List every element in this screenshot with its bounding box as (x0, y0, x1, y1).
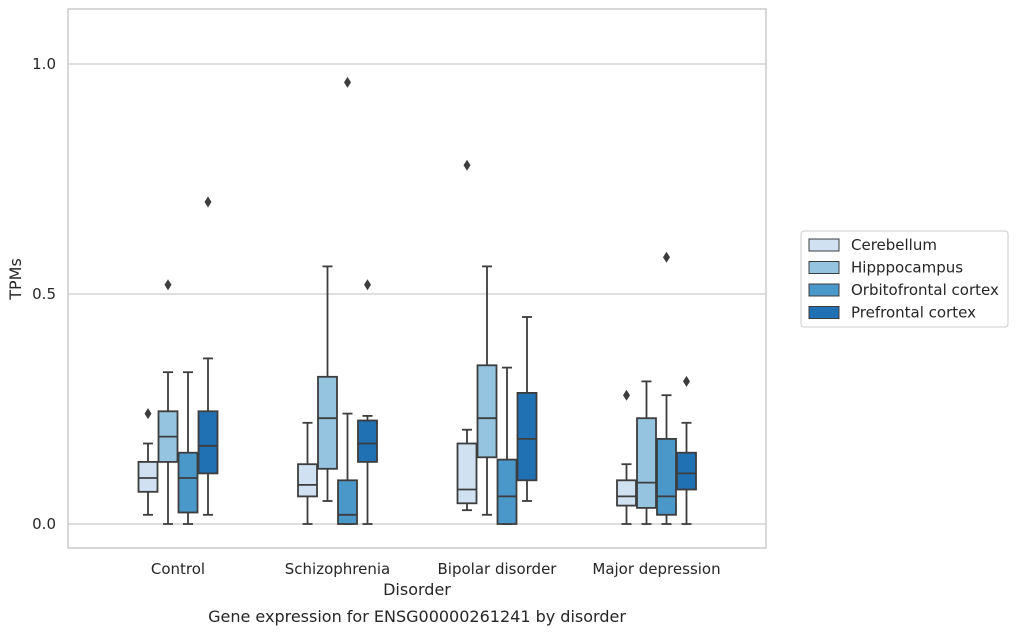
plot-area (137, 76, 697, 525)
outlier-point (344, 76, 351, 88)
box-hipppocampus (317, 265, 338, 502)
x-tick-label: Major depression (592, 560, 720, 578)
legend-item: Prefrontal cortex (808, 304, 976, 322)
box-cerebellum (137, 408, 159, 516)
box-cerebellum (297, 421, 318, 525)
box (317, 375, 338, 470)
legend-item: Orbitofrontal cortex (808, 281, 999, 299)
x-axis-ticks: Control Schizophrenia Bipolar disorder Majo… (151, 560, 721, 578)
outlier-point (164, 279, 172, 291)
x-tick-label: Schizophrenia (285, 560, 390, 578)
box (337, 479, 358, 525)
box-prefrontal-cortex (516, 316, 538, 502)
legend-swatch (808, 238, 840, 252)
box-prefrontal-cortex (676, 375, 697, 525)
legend-item: Cerebellum (808, 236, 937, 254)
outlier-point (663, 251, 670, 263)
legend-label: Cerebellum (851, 236, 937, 254)
box (297, 463, 318, 498)
box-orbitofrontal-cortex (337, 76, 358, 525)
plot-frame (67, 8, 767, 549)
box-orbitofrontal-cortex (496, 366, 518, 525)
box (636, 417, 657, 509)
y-tick-label: 0.5 (32, 285, 56, 303)
box-orbitofrontal-cortex (177, 371, 199, 525)
box (137, 460, 159, 493)
outlier-point (204, 196, 212, 208)
x-axis-label: Disorder (383, 580, 451, 599)
outlier-point (623, 389, 630, 401)
legend: Cerebellum Hipppocampus Orbitofrontal cort… (800, 230, 1009, 328)
y-tick-label: 0.0 (32, 515, 56, 533)
legend-label: Prefrontal cortex (851, 304, 976, 322)
box (616, 479, 637, 507)
box (197, 410, 219, 475)
box-orbitofrontal-cortex (656, 251, 677, 525)
box-prefrontal-cortex (197, 196, 219, 516)
box-hipppocampus (157, 279, 179, 525)
x-tick-label: Bipolar disorder (438, 560, 558, 578)
chart-title: Gene expression for ENSG00000261241 by d… (208, 607, 626, 626)
outlier-point (683, 375, 690, 387)
y-tick-label: 1.0 (32, 55, 56, 73)
box (476, 364, 498, 459)
y-axis-label: TPMs (6, 258, 25, 301)
outlier-point (364, 279, 371, 291)
box-prefrontal-cortex (357, 279, 378, 525)
box (357, 419, 378, 463)
box-hipppocampus (636, 380, 657, 525)
legend-label: Hipppocampus (851, 259, 963, 277)
outlier-point (144, 408, 152, 420)
legend-swatch (808, 261, 840, 274)
x-tick-label: Control (151, 560, 205, 578)
box (177, 451, 199, 514)
legend-label: Orbitofrontal cortex (851, 281, 999, 299)
outlier-point (463, 159, 471, 171)
y-axis-ticks: 0.00.51.01.52.0 (32, 55, 56, 533)
box-hipppocampus (476, 265, 498, 516)
legend-swatch (808, 306, 840, 319)
box (496, 458, 518, 525)
box-cerebellum (456, 159, 478, 512)
legend-frame (800, 230, 1009, 328)
legend-item: Hipppocampus (808, 259, 963, 277)
box (456, 442, 478, 505)
box-cerebellum (616, 389, 637, 525)
box (676, 451, 697, 491)
box (656, 437, 677, 516)
legend-swatch (808, 283, 840, 297)
box (516, 391, 538, 482)
